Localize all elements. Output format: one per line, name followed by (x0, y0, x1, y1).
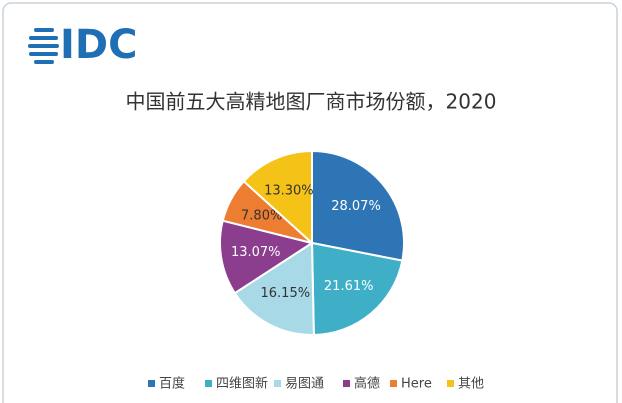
pie-slice (219, 219, 315, 295)
data-label: 16.15% (261, 286, 311, 301)
legend-swatch (205, 380, 212, 387)
data-label: 7.80% (241, 209, 282, 224)
logo-globe (28, 28, 59, 64)
legend-label: 易图通 (285, 377, 324, 392)
legend-label: 四维图新 (216, 376, 268, 392)
data-label: 21.61% (324, 279, 374, 294)
data-label: 13.30% (264, 183, 314, 198)
pie-slice (242, 149, 313, 246)
legend-label: Here (401, 377, 432, 392)
legend-swatch (148, 380, 155, 387)
pie-slice (311, 149, 405, 262)
legend-label: 百度 (159, 376, 185, 392)
pie-slice (310, 241, 404, 337)
legend-swatch (390, 380, 397, 387)
legend-label: 高德 (354, 376, 380, 392)
legend-label: 其他 (458, 377, 484, 392)
data-label: 28.07% (331, 199, 381, 214)
pie-slice (233, 241, 315, 336)
legend-swatch (343, 380, 350, 387)
data-label: 13.07% (231, 245, 281, 260)
legend-swatch (447, 380, 454, 387)
legend-swatch (274, 380, 281, 387)
logo-text: IDC (60, 22, 137, 68)
chart-title: 中国前五大高精地图厂商市场份额，2020 (126, 90, 497, 114)
